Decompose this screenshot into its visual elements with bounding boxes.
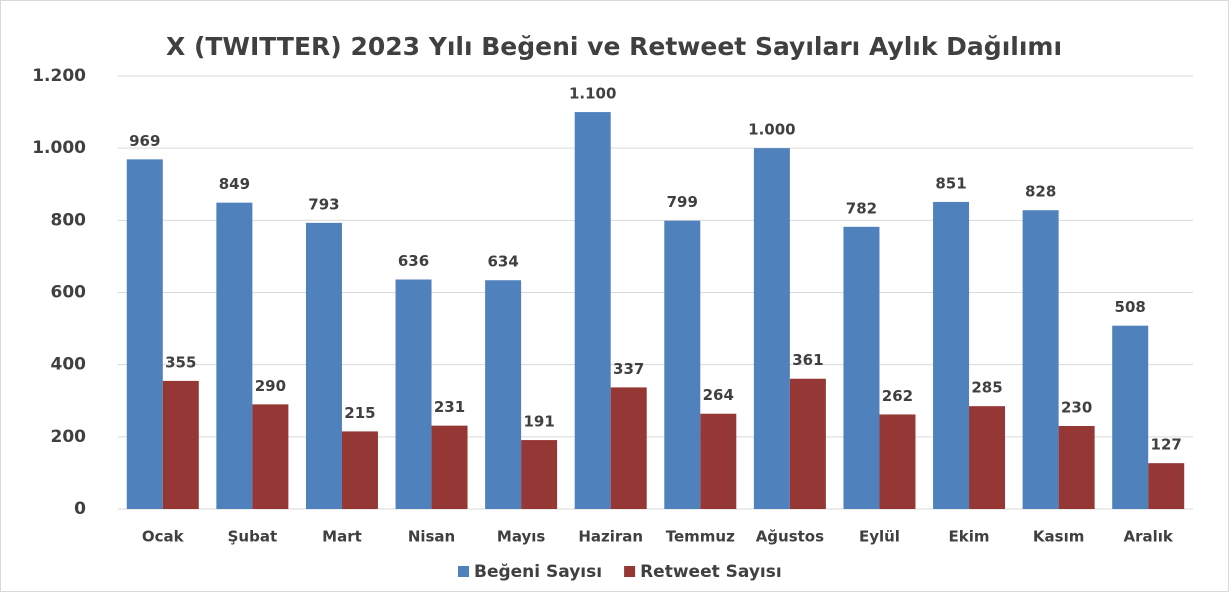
legend-label: Retweet Sayısı xyxy=(640,562,782,582)
data-label: 849 xyxy=(219,175,250,193)
data-label: 828 xyxy=(1025,183,1056,201)
bar xyxy=(252,404,289,509)
x-tick-label: Mart xyxy=(322,528,362,546)
x-tick-label: Haziran xyxy=(578,528,643,546)
bar xyxy=(216,202,253,509)
bar xyxy=(700,413,737,509)
data-label: 1.000 xyxy=(748,121,795,139)
bar xyxy=(789,378,826,509)
legend-swatch xyxy=(624,566,636,577)
data-label: 230 xyxy=(1061,399,1092,417)
data-label: 290 xyxy=(255,377,286,395)
bar xyxy=(485,280,522,509)
data-label: 262 xyxy=(882,387,913,405)
bar xyxy=(162,380,199,509)
bar xyxy=(879,414,916,509)
x-tick-label: Temmuz xyxy=(666,528,735,546)
data-label: 285 xyxy=(971,379,1002,397)
legend-label: Beğeni Sayısı xyxy=(474,562,602,582)
data-label: 851 xyxy=(935,174,966,192)
x-tick-label: Mayıs xyxy=(497,528,546,546)
bar xyxy=(933,201,970,509)
bar xyxy=(969,406,1006,509)
data-label: 508 xyxy=(1115,298,1146,316)
data-label: 191 xyxy=(523,413,554,431)
y-tick-label: 400 xyxy=(51,355,87,375)
bar xyxy=(305,222,342,509)
x-tick-label: Kasım xyxy=(1033,528,1084,546)
bar xyxy=(610,387,647,509)
bar xyxy=(1112,325,1149,509)
data-label: 636 xyxy=(398,252,429,270)
x-tick-label: Aralık xyxy=(1124,528,1174,546)
x-tick-label: Nisan xyxy=(408,528,455,546)
y-tick-label: 800 xyxy=(51,210,87,230)
data-label: 231 xyxy=(434,398,465,416)
data-label: 969 xyxy=(129,132,160,150)
legend-swatch xyxy=(458,566,469,577)
bar xyxy=(664,220,701,510)
bar xyxy=(395,279,432,509)
y-tick-label: 200 xyxy=(51,427,87,447)
data-label: 793 xyxy=(308,195,339,213)
x-tick-label: Ocak xyxy=(142,528,185,546)
bar xyxy=(126,159,163,510)
x-tick-label: Şubat xyxy=(228,528,278,546)
bar xyxy=(574,112,611,509)
bar xyxy=(1022,210,1059,510)
y-tick-label: 1.000 xyxy=(32,138,86,158)
y-tick-label: 1.200 xyxy=(32,66,86,86)
data-label: 782 xyxy=(846,199,877,217)
bar xyxy=(1148,463,1185,509)
data-label: 127 xyxy=(1151,436,1182,454)
data-label: 634 xyxy=(487,253,518,271)
x-tick-label: Eylül xyxy=(859,528,900,546)
x-tick-label: Ağustos xyxy=(756,528,824,546)
data-label: 264 xyxy=(703,386,734,404)
data-label: 1.100 xyxy=(569,85,616,103)
data-label: 215 xyxy=(344,404,375,422)
y-tick-label: 0 xyxy=(74,499,86,519)
bar xyxy=(843,226,880,509)
chart-title: X (TWITTER) 2023 Yılı Beğeni ve Retweet … xyxy=(166,32,1062,61)
y-tick-label: 600 xyxy=(51,283,87,303)
data-label: 799 xyxy=(667,193,698,211)
x-tick-label: Ekim xyxy=(949,528,990,546)
bar xyxy=(521,440,558,509)
bar xyxy=(1058,426,1095,509)
data-label: 355 xyxy=(165,353,196,371)
bar xyxy=(753,148,790,509)
bar xyxy=(431,425,468,509)
data-label: 361 xyxy=(792,351,823,369)
bar xyxy=(341,431,378,509)
data-label: 337 xyxy=(613,360,644,378)
